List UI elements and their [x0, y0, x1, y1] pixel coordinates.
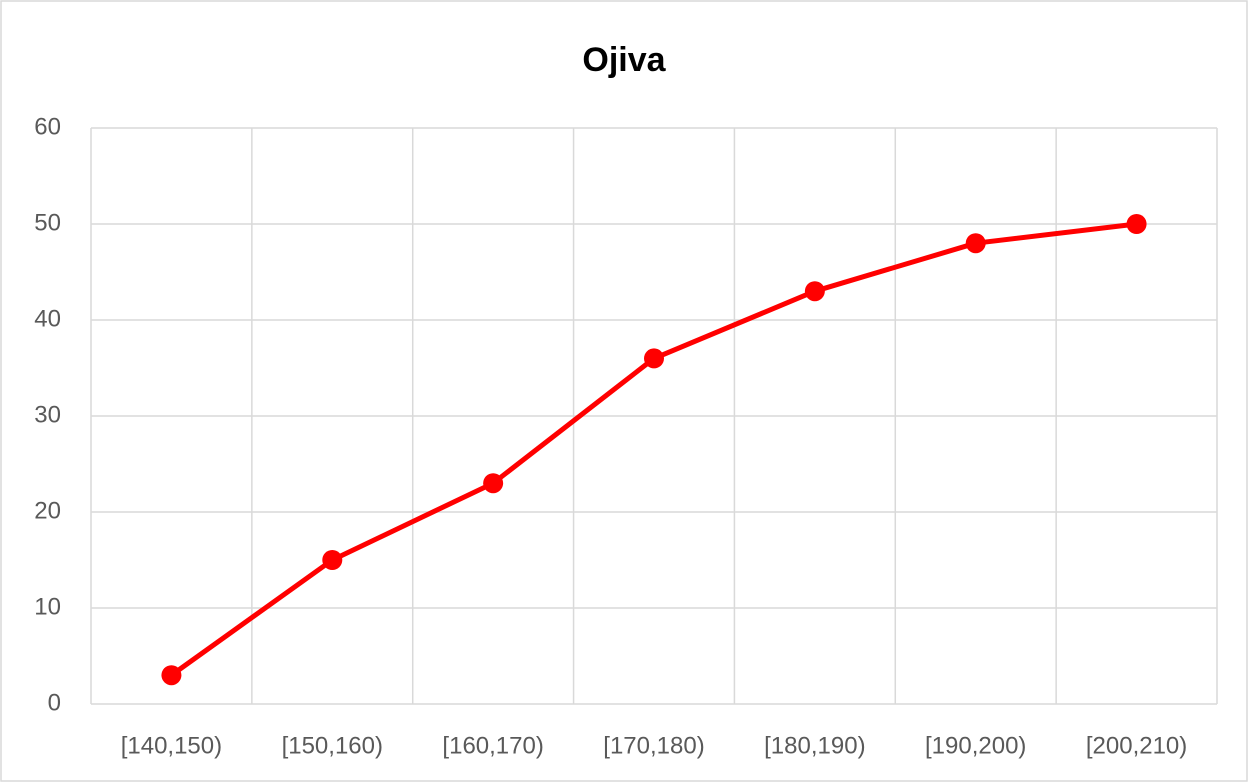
x-tick-label: [170,180) [603, 732, 704, 759]
x-tick-label: [190,200) [925, 732, 1026, 759]
marker [483, 473, 504, 494]
x-tick-label: [140,150) [121, 732, 222, 759]
marker [1126, 214, 1147, 234]
chart-title: Ojiva [582, 41, 666, 79]
x-tick-label: [160,170) [442, 732, 543, 759]
marker [322, 550, 343, 570]
x-tick-label: [180,190) [764, 732, 865, 759]
x-tick-label: [150,160) [282, 732, 383, 759]
marker [804, 281, 825, 302]
y-tick-label: 20 [34, 497, 61, 524]
x-tick-label: [200,210) [1086, 732, 1187, 759]
y-tick-label: 0 [48, 689, 61, 716]
y-tick-label: 10 [34, 593, 61, 620]
marker [644, 348, 664, 369]
marker [965, 233, 986, 254]
marker [161, 665, 182, 686]
y-tick-label: 60 [34, 113, 61, 140]
y-tick-label: 50 [34, 209, 61, 236]
y-tick-label: 40 [34, 305, 61, 332]
y-tick-label: 30 [34, 401, 61, 428]
